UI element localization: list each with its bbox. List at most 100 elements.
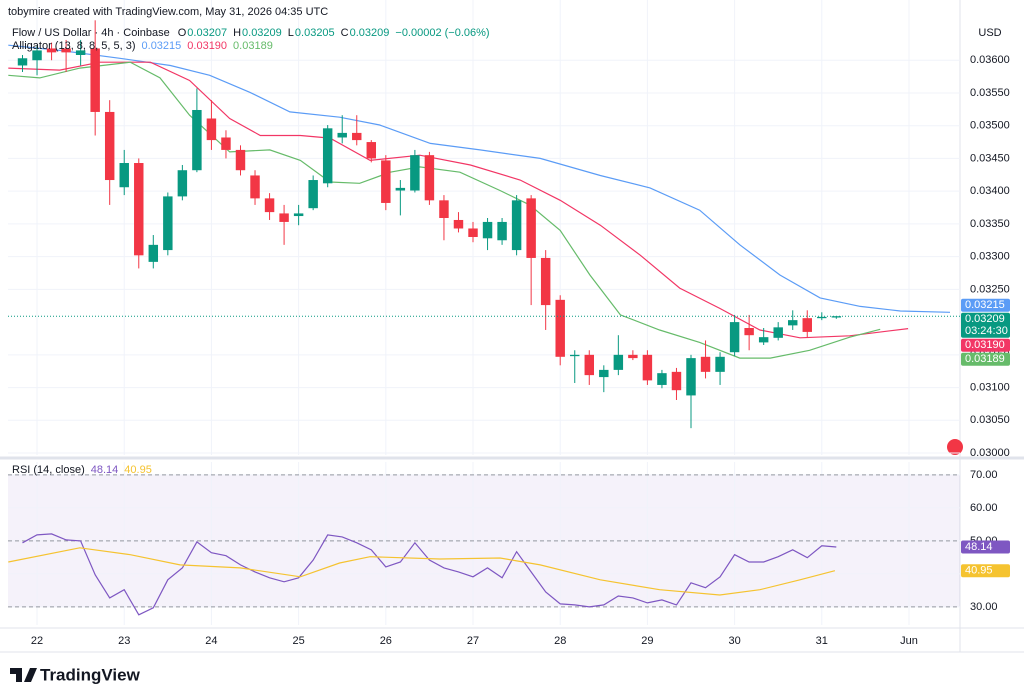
candle-body: [657, 373, 667, 385]
y-tick-label: 60.00: [970, 502, 998, 514]
candle-body: [235, 149, 246, 171]
candle-body: [686, 358, 696, 396]
candle-body: [788, 320, 798, 326]
legend-value: 40.95: [124, 464, 152, 476]
y-tick-label: 0.03250: [970, 283, 1010, 295]
y-tick-label: 70.00: [970, 469, 998, 481]
x-tick-label: 25: [292, 635, 304, 647]
candle-body: [497, 221, 507, 241]
y-tick-label: 0.03600: [970, 54, 1010, 66]
candle-body: [279, 213, 289, 222]
candle-body: [511, 200, 522, 251]
candle-body: [293, 213, 304, 217]
rsi-ma-line: [8, 547, 836, 596]
candle-body: [599, 369, 609, 378]
ohlc-value: 0.03209: [350, 27, 390, 39]
candle-body: [453, 219, 464, 229]
candle-body: [468, 228, 478, 237]
last-price-tag-text: 03:24:30: [965, 325, 1008, 337]
y-tick-label: 0.03300: [970, 251, 1010, 263]
y-tick-label: 30.00: [970, 601, 998, 613]
candle-body: [366, 142, 377, 159]
teeth-price-tag-text: 0.03190: [965, 339, 1005, 351]
rsi-value-tag-text: 40.95: [965, 565, 993, 577]
candle-body: [46, 48, 57, 53]
candle-body: [831, 316, 842, 318]
rsi-value-tag-text: 48.14: [965, 541, 993, 553]
candle-body: [90, 48, 100, 112]
candle-body: [395, 187, 406, 191]
candle-body: [758, 337, 769, 343]
candle-body: [424, 155, 435, 201]
y-tick-label: 0.03400: [970, 185, 1010, 197]
candle-body: [817, 316, 827, 319]
candle-body: [308, 180, 318, 209]
x-tick-label: 22: [31, 635, 43, 647]
rsi-line: [22, 533, 837, 616]
candle-body: [250, 175, 260, 199]
alligator-line: [8, 61, 909, 339]
candle-body: [75, 50, 86, 55]
candle-body: [613, 354, 624, 370]
alert-icon[interactable]: [947, 439, 963, 455]
jaw-price-tag-text: 0.03215: [965, 299, 1005, 311]
x-tick-label: 29: [641, 635, 653, 647]
candle-body: [148, 244, 159, 262]
symbol-title: Flow / US Dollar · 4h · Coinbase: [12, 27, 170, 39]
teeth-price-tag: [961, 338, 1010, 352]
candle-body: [32, 50, 42, 61]
author-note: tobymire created with TradingView.com, M…: [8, 6, 328, 18]
legend-value: 0.03189: [233, 40, 273, 52]
candle-body: [482, 221, 493, 239]
ohlc-value: 0.03207: [187, 27, 227, 39]
candle-body: [700, 356, 711, 372]
candle-body: [352, 132, 362, 141]
x-tick-label: 23: [118, 635, 130, 647]
legend-value: 0.03190: [187, 40, 227, 52]
currency-label[interactable]: USD: [978, 27, 1001, 39]
x-tick-label: 26: [380, 635, 392, 647]
y-tick-label: 0.03000: [970, 447, 1010, 459]
lips-price-tag: [961, 352, 1010, 366]
ohlc-letter: L: [288, 27, 294, 39]
alligator-line: [8, 44, 951, 313]
rsi-value-tag: [961, 564, 1010, 578]
ohlc-value: 0.03209: [242, 27, 282, 39]
rsi-value-tag: [961, 540, 1010, 554]
y-tick-label: 0.03350: [970, 218, 1010, 230]
last-price-tag: [961, 312, 1010, 338]
candle-body: [104, 111, 115, 181]
alligator-line: [8, 61, 881, 359]
last-price-tag-text: 0.03209: [965, 313, 1005, 325]
indicator-title: Alligator (13, 8, 8, 5, 5, 3): [12, 40, 136, 52]
x-tick-label: Jun: [900, 635, 918, 647]
legend-value: 0.03215: [142, 40, 182, 52]
candle-body: [642, 354, 653, 381]
jaw-price-tag: [961, 298, 1010, 312]
candle-body: [134, 163, 144, 256]
candle-body: [61, 48, 71, 53]
x-tick-label: 31: [816, 635, 828, 647]
ohlc-letter: H: [233, 27, 241, 39]
ohlc-letter: C: [341, 27, 349, 39]
logo-text: TradingView: [40, 665, 141, 684]
candle-body: [671, 371, 682, 391]
candle-body: [192, 109, 202, 171]
candle-body: [526, 198, 536, 258]
y-tick-label: 0.03450: [970, 152, 1010, 164]
candle-body: [410, 155, 420, 191]
candle-body: [322, 128, 333, 184]
x-tick-label: 24: [205, 635, 217, 647]
candle-body: [773, 327, 783, 338]
candle-body: [715, 356, 725, 372]
lips-price-tag-text: 0.03189: [965, 353, 1005, 365]
ohlc-value: 0.03205: [295, 27, 335, 39]
candle-body: [264, 198, 275, 213]
y-tick-label: 0.03550: [970, 87, 1010, 99]
candle-body: [439, 200, 449, 219]
candle-body: [540, 257, 551, 306]
candle-body: [381, 160, 391, 203]
candle-body: [802, 318, 812, 332]
